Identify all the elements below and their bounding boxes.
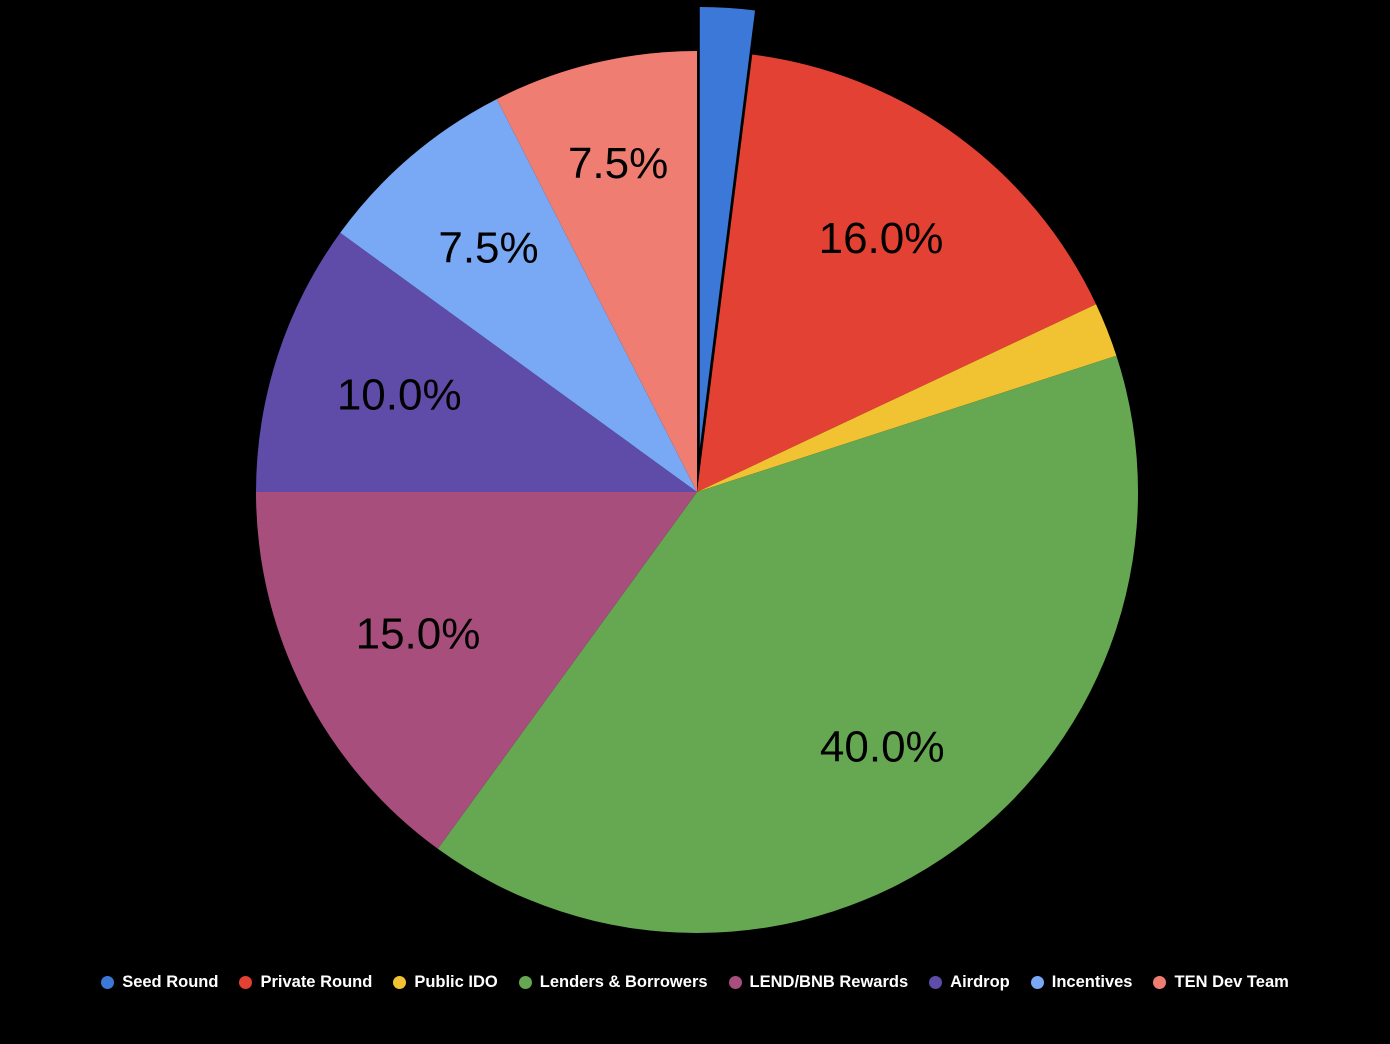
legend-label: Airdrop <box>950 973 1010 992</box>
legend-dot-icon <box>393 976 406 989</box>
legend-dot-icon <box>519 976 532 989</box>
legend-item-incentives[interactable]: Incentives <box>1031 973 1133 992</box>
legend-item-ten-dev-team[interactable]: TEN Dev Team <box>1153 973 1288 992</box>
chart-legend: Seed Round Private Round Public IDO Lenders… <box>0 966 1390 998</box>
slice-label-incentives: 7.5% <box>438 223 538 272</box>
legend-item-lend-bnb-rewards[interactable]: LEND/BNB Rewards <box>729 973 909 992</box>
legend-label: Lenders & Borrowers <box>540 973 708 992</box>
legend-item-seed-round[interactable]: Seed Round <box>101 973 218 992</box>
legend-dot-icon <box>1153 976 1166 989</box>
slice-label-private-round: 16.0% <box>819 214 944 263</box>
legend-dot-icon <box>729 976 742 989</box>
legend-dot-icon <box>239 976 252 989</box>
legend-item-private-round[interactable]: Private Round <box>239 973 372 992</box>
slice-label-ten-dev-team: 7.5% <box>568 139 668 188</box>
legend-item-airdrop[interactable]: Airdrop <box>929 973 1010 992</box>
legend-dot-icon <box>1031 976 1044 989</box>
legend-label: Private Round <box>260 973 372 992</box>
legend-label: Seed Round <box>122 973 218 992</box>
slice-label-airdrop: 10.0% <box>337 371 462 420</box>
pie-chart: 16.0% 40.0% 15.0% 10.0% 7.5% 7.5% <box>0 0 1390 1044</box>
legend-label: Incentives <box>1052 973 1133 992</box>
legend-item-public-ido[interactable]: Public IDO <box>393 973 497 992</box>
pie-chart-stage: 16.0% 40.0% 15.0% 10.0% 7.5% 7.5% Seed Round P… <box>0 0 1390 1044</box>
slice-label-lend-bnb-rewards: 15.0% <box>356 610 481 659</box>
legend-dot-icon <box>101 976 114 989</box>
legend-item-lenders-borrowers[interactable]: Lenders & Borrowers <box>519 973 708 992</box>
legend-dot-icon <box>929 976 942 989</box>
legend-label: Public IDO <box>414 973 497 992</box>
pie-slices <box>256 7 1138 933</box>
slice-label-lenders-borrowers: 40.0% <box>820 723 945 772</box>
legend-label: TEN Dev Team <box>1174 973 1288 992</box>
legend-label: LEND/BNB Rewards <box>750 973 909 992</box>
